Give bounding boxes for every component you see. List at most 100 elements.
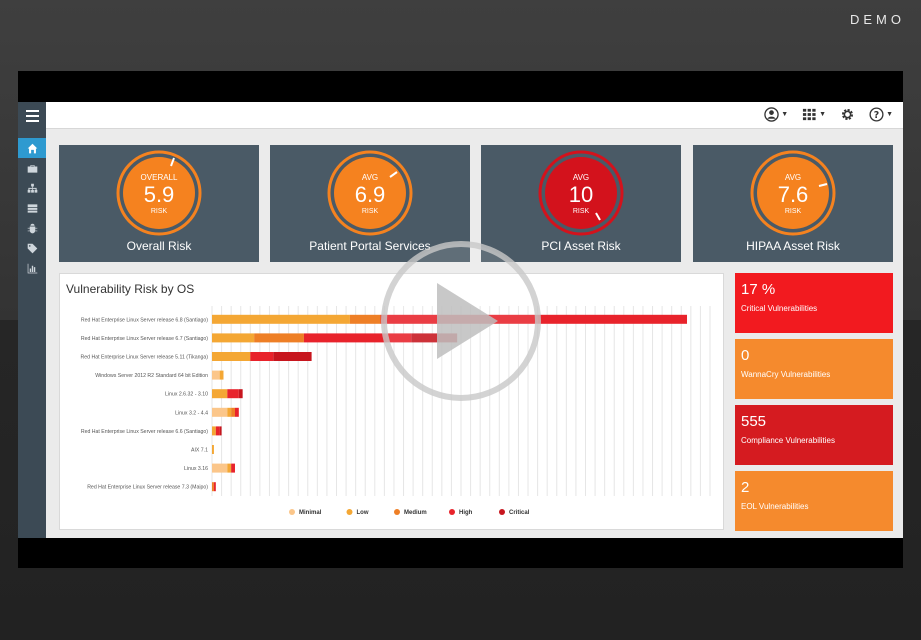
y-tick-label: Red Hat Enterprise Linux Server release … [87,485,208,491]
risk-gauge: AVG 7.6 RISK [750,150,836,236]
help-icon: ? [869,107,884,122]
gauge-bottom-label: RISK [785,208,802,215]
bar-segment-medium [349,314,381,324]
gauge-top-label: AVG [785,173,801,182]
legend-label: Low [357,510,369,516]
gauge-face [545,157,617,229]
settings-button[interactable] [840,107,855,122]
briefcase-icon [27,164,37,173]
legend-swatch [394,509,400,515]
tile-label: Compliance Vulnerabilities [741,436,835,445]
sidebar-item-tag[interactable] [18,238,46,258]
gauge-bottom-label: RISK [362,208,379,215]
tag-icon [27,243,37,253]
gauge-ring [327,150,413,236]
sidebar-item-home[interactable] [18,138,46,158]
sidebar-item-bar-chart[interactable] [18,258,46,278]
legend-swatch [499,509,505,515]
server-icon [27,203,37,213]
risk-card-hipaa[interactable]: AVG 7.6 RISK HIPAA Asset Risk [693,145,893,262]
card-title: HIPAA Asset Risk [746,239,840,253]
gauge-face [123,157,195,229]
legend-swatch [289,509,295,515]
sidebar-item-server[interactable] [18,198,46,218]
bar-chart-icon [27,263,37,273]
play-button[interactable] [380,240,542,402]
y-tick-label: Red Hat Enterprise Linux Server release … [81,317,208,323]
risk-gauge: AVG 6.9 RISK [327,150,413,236]
bar-segment-low [227,407,232,417]
apps-menu-button[interactable]: ▼ [802,107,826,122]
home-icon [27,143,37,153]
play-icon [437,283,498,359]
risk-gauge: OVERALL 5.9 RISK [116,150,202,236]
gauge-bottom-label: RISK [573,208,590,215]
risk-card-pci[interactable]: AVG 10 RISK PCI Asset Risk [481,145,681,262]
legend-label: Medium [404,510,427,516]
tile-label: EOL Vulnerabilities [741,502,809,511]
gear-icon [842,108,854,121]
bar-segment-minimal [212,407,228,417]
legend-swatch [346,509,353,515]
bar-segment-high [380,314,688,324]
bar-segment-minimal [212,463,228,473]
legend-label: High [459,510,473,516]
stat-tile-eol[interactable]: 2 EOL Vulnerabilities [735,471,893,531]
card-title: Patient Portal Services [309,239,431,253]
sidebar [18,102,46,538]
sidebar-item-sitemap[interactable] [18,178,46,198]
bar-segment-high [213,482,216,492]
gauge-top-label: AVG [362,173,378,182]
y-tick-label: Red Hat Enterprise Linux Server release … [81,355,209,361]
risk-score: 7.6 [778,182,809,207]
chevron-down-icon: ▼ [819,111,827,118]
help-menu-button[interactable]: ? ▼ [869,107,893,122]
sitemap-icon [27,183,37,193]
y-tick-label: Windows Server 2012 R2 Standard 64 bit E… [95,373,208,379]
risk-card-overall[interactable]: OVERALL 5.9 RISK Overall Risk [59,145,259,262]
sidebar-item-briefcase[interactable] [18,158,46,178]
tile-label: Critical Vulnerabilities [741,304,818,313]
user-icon [764,107,779,122]
bar-segment-high [227,389,239,399]
risk-score: 10 [569,182,593,207]
svg-text:?: ? [874,110,879,121]
y-tick-label: Red Hat Enterprise Linux Server release … [81,429,208,435]
y-tick-label: Linux 3.2 - 4.4 [175,410,208,416]
bar-segment-medium [231,407,235,417]
chevron-down-icon: ▼ [886,111,893,118]
panel-title: Vulnerability Risk by OS [66,282,195,296]
stat-tile-critical[interactable]: 17 % Critical Vulnerabilities [735,273,893,333]
demo-label: DEMO [850,12,905,27]
tile-value: 17 % [741,281,776,298]
top-bar: ▼ ▼ ? ▼ [46,102,903,129]
stat-tile-wannacry[interactable]: 0 WannaCry Vulnerabilities [735,339,893,399]
sidebar-item-bug[interactable] [18,218,46,238]
apps-grid-icon [803,108,816,121]
bar-segment-critical [238,389,243,399]
gauge-ring [750,150,836,236]
card-title: Overall Risk [126,239,192,253]
stat-tile-compliance[interactable]: 555 Compliance Vulnerabilities [735,405,893,465]
bar-segment-critical [219,426,222,436]
user-menu-button[interactable]: ▼ [764,107,788,122]
gauge-top-label: AVG [573,173,589,182]
bar-segment-low [212,445,214,454]
tile-value: 0 [741,347,750,364]
chevron-down-icon: ▼ [781,111,789,118]
gauge-face [334,157,406,229]
gauge-ring [538,150,624,236]
bar-segment-low [212,426,216,436]
legend-label: Minimal [299,510,322,516]
bar-segment-low [227,463,232,473]
legend-label: Critical [509,510,530,516]
y-tick-label: Linux 2.6.32 - 3.10 [165,392,208,398]
menu-icon[interactable] [18,102,46,130]
bar-segment-high [231,463,235,473]
bar-segment-high [234,407,239,417]
risk-card-patient-portal[interactable]: AVG 6.9 RISK Patient Portal Services [270,145,470,262]
bar-segment-medium [254,333,304,343]
y-tick-label: AIX 7.1 [191,448,208,454]
bar-segment-low [212,333,255,343]
bar-segment-critical [273,352,312,361]
